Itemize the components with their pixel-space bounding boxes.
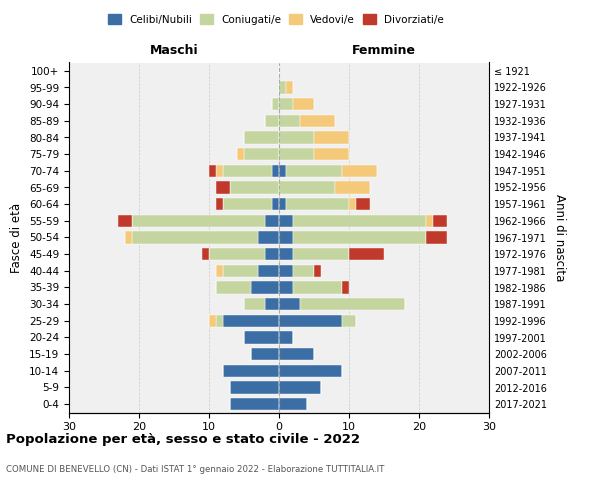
Bar — [426, 214, 433, 227]
Bar — [279, 314, 342, 327]
Bar — [279, 98, 293, 110]
Bar — [265, 298, 279, 310]
Y-axis label: Anni di nascita: Anni di nascita — [553, 194, 566, 281]
Text: COMUNE DI BENEVELLO (CN) - Dati ISTAT 1° gennaio 2022 - Elaborazione TUTTITALIA.: COMUNE DI BENEVELLO (CN) - Dati ISTAT 1°… — [6, 466, 385, 474]
Text: Maschi: Maschi — [149, 44, 199, 58]
Bar — [279, 264, 293, 277]
Bar — [209, 248, 265, 260]
Bar — [314, 264, 321, 277]
Bar — [426, 231, 447, 244]
Bar — [342, 281, 349, 293]
Bar — [223, 198, 272, 210]
Bar — [279, 281, 293, 293]
Bar — [279, 164, 286, 177]
Bar — [293, 214, 426, 227]
Bar — [293, 231, 426, 244]
Bar — [209, 164, 216, 177]
Bar — [223, 314, 279, 327]
Bar — [251, 281, 279, 293]
Bar — [279, 348, 314, 360]
Bar — [132, 214, 265, 227]
Bar — [279, 398, 307, 410]
Bar — [244, 148, 279, 160]
Bar — [265, 248, 279, 260]
Bar — [314, 131, 349, 144]
Bar — [251, 348, 279, 360]
Bar — [279, 148, 314, 160]
Bar — [216, 314, 223, 327]
Text: Femmine: Femmine — [352, 44, 416, 58]
Bar — [286, 164, 342, 177]
Bar — [279, 248, 293, 260]
Legend: Celibi/Nubili, Coniugati/e, Vedovi/e, Divorziati/e: Celibi/Nubili, Coniugati/e, Vedovi/e, Di… — [104, 10, 448, 29]
Bar — [244, 131, 279, 144]
Bar — [279, 198, 286, 210]
Bar — [118, 214, 132, 227]
Bar — [279, 131, 314, 144]
Bar — [342, 314, 356, 327]
Bar — [265, 214, 279, 227]
Bar — [279, 214, 293, 227]
Bar — [216, 264, 223, 277]
Bar — [279, 114, 300, 127]
Bar — [335, 181, 370, 194]
Bar — [279, 364, 342, 377]
Bar — [314, 148, 349, 160]
Bar — [216, 181, 230, 194]
Bar — [286, 198, 349, 210]
Bar — [300, 298, 405, 310]
Bar — [293, 98, 314, 110]
Bar — [223, 164, 272, 177]
Bar — [272, 198, 279, 210]
Bar — [279, 231, 293, 244]
Y-axis label: Fasce di età: Fasce di età — [10, 202, 23, 272]
Bar — [216, 281, 251, 293]
Bar — [216, 164, 223, 177]
Bar — [279, 331, 293, 344]
Bar — [223, 364, 279, 377]
Bar — [272, 98, 279, 110]
Bar — [279, 381, 321, 394]
Bar — [356, 198, 370, 210]
Bar — [286, 81, 293, 94]
Bar — [258, 231, 279, 244]
Bar — [342, 164, 377, 177]
Bar — [258, 264, 279, 277]
Bar — [300, 114, 335, 127]
Text: Popolazione per età, sesso e stato civile - 2022: Popolazione per età, sesso e stato civil… — [6, 432, 360, 446]
Bar — [230, 181, 279, 194]
Bar — [125, 231, 132, 244]
Bar — [132, 231, 258, 244]
Bar — [223, 264, 258, 277]
Bar — [244, 298, 265, 310]
Bar — [293, 248, 349, 260]
Bar — [230, 398, 279, 410]
Bar — [349, 198, 356, 210]
Bar — [349, 248, 384, 260]
Bar — [293, 264, 314, 277]
Bar — [433, 214, 447, 227]
Bar — [202, 248, 209, 260]
Bar — [293, 281, 342, 293]
Bar — [244, 331, 279, 344]
Bar — [209, 314, 216, 327]
Bar — [230, 381, 279, 394]
Bar — [265, 114, 279, 127]
Bar — [279, 298, 300, 310]
Bar — [216, 198, 223, 210]
Bar — [279, 81, 286, 94]
Bar — [279, 181, 335, 194]
Bar — [272, 164, 279, 177]
Bar — [237, 148, 244, 160]
